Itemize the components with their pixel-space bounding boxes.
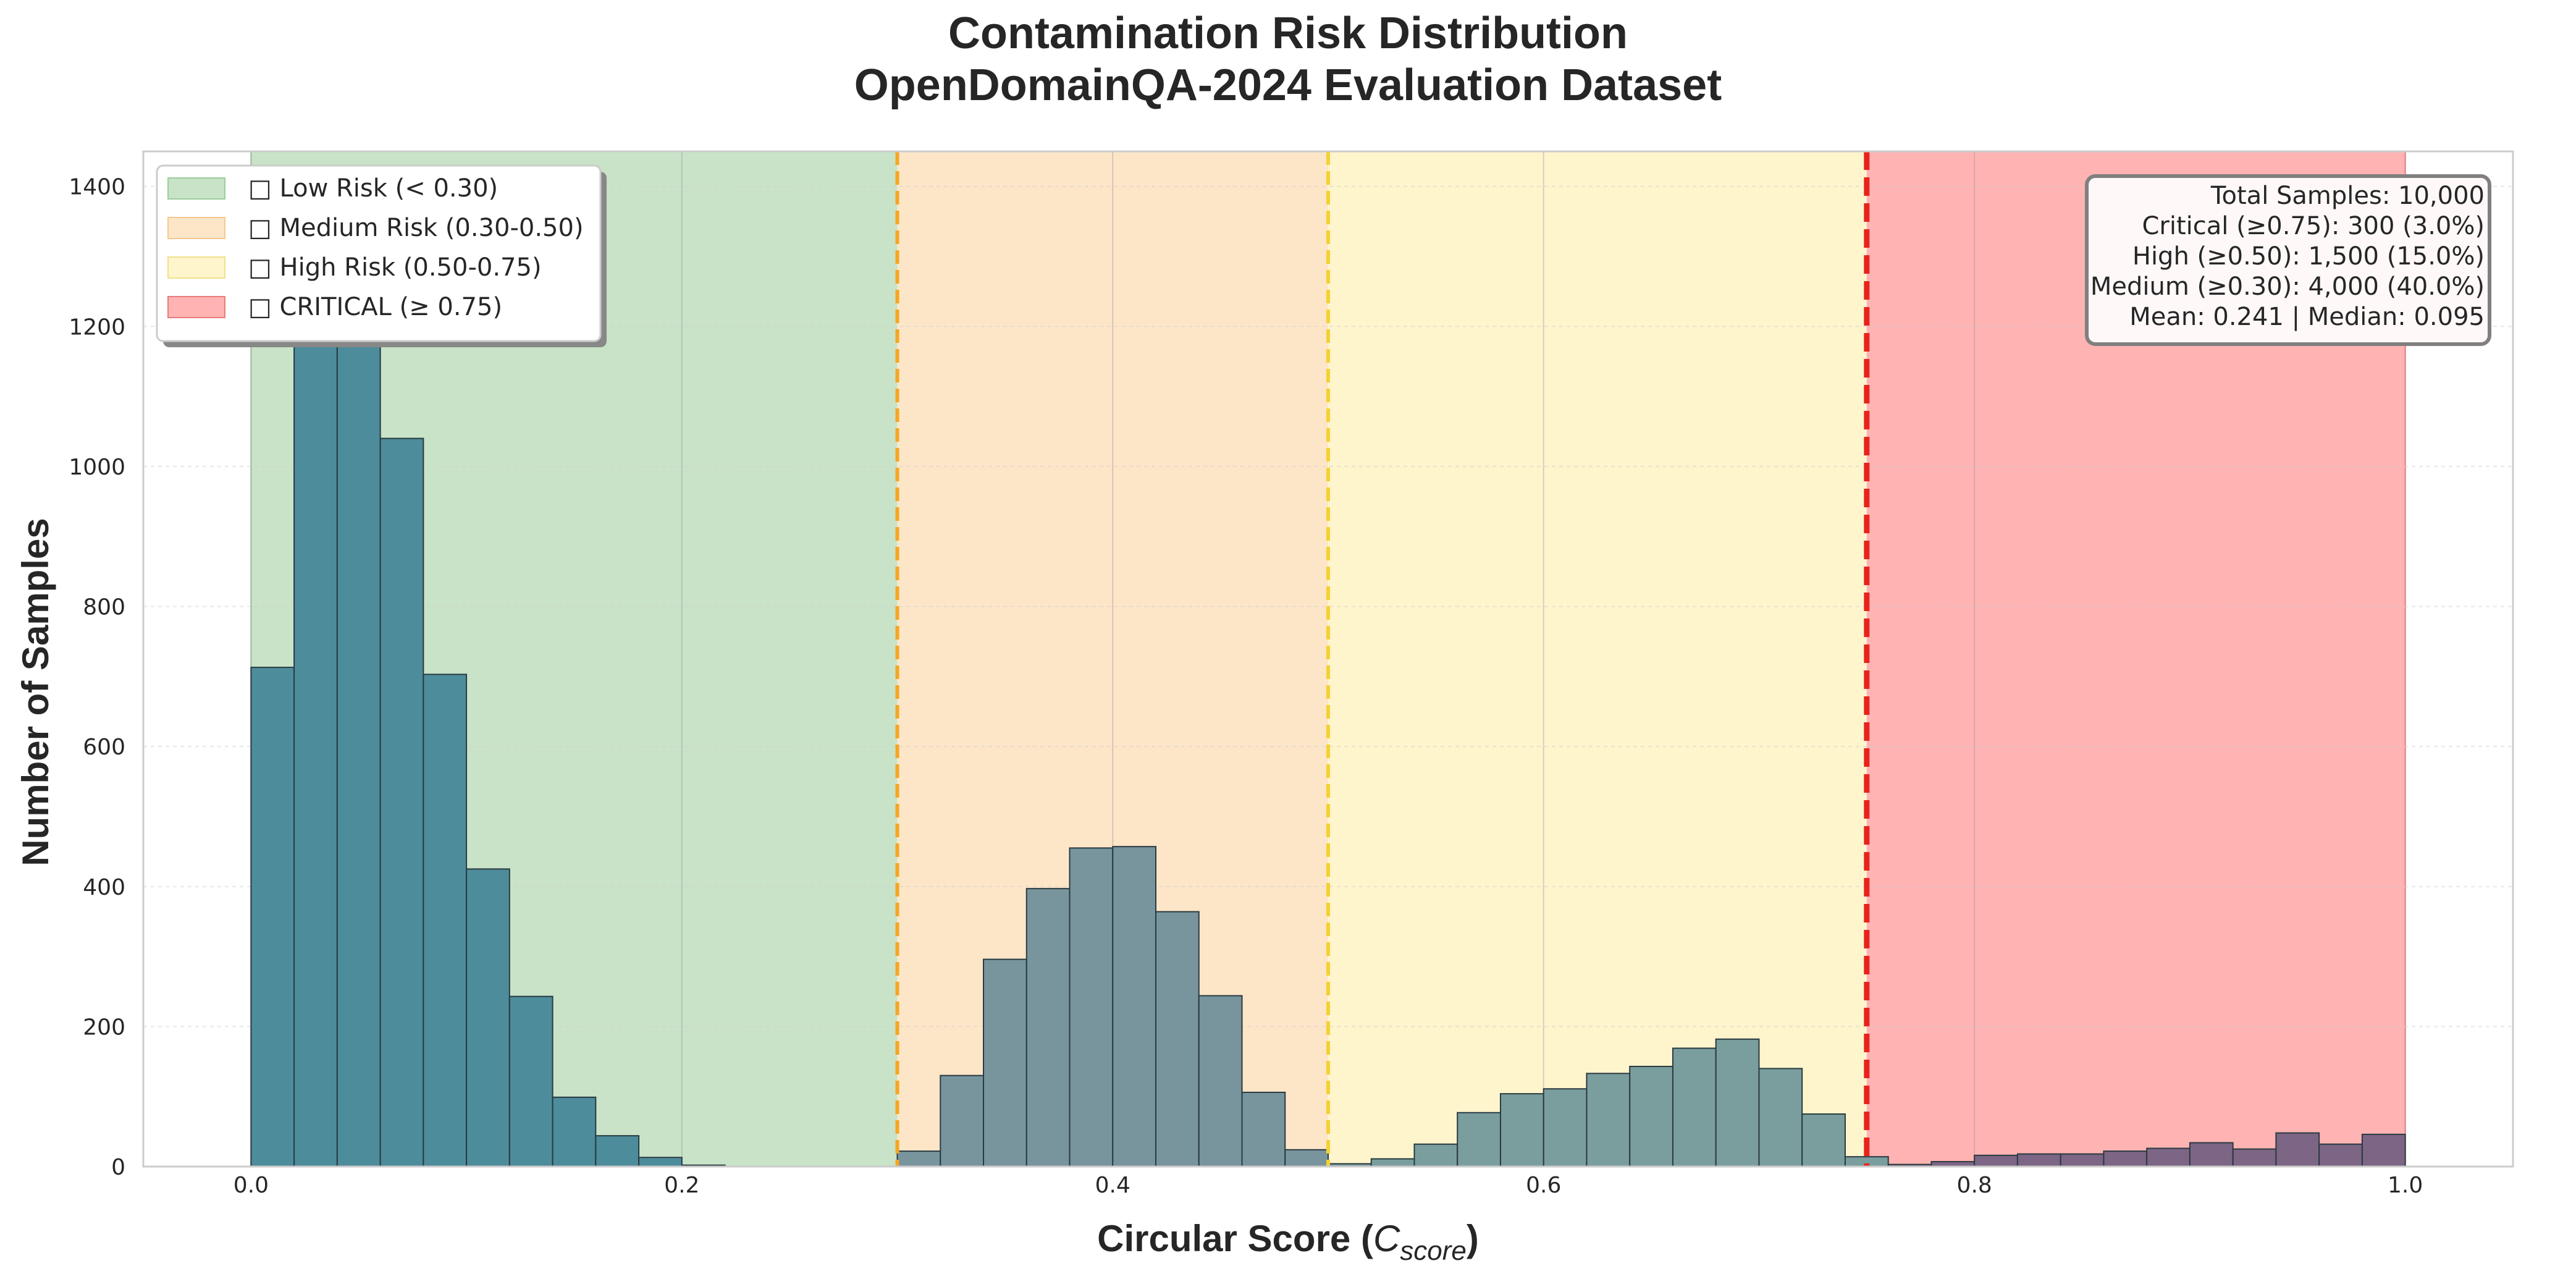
risk-zone-2 xyxy=(1328,151,1867,1167)
y-tick-label: 800 xyxy=(83,595,125,620)
histogram-bar xyxy=(336,290,381,1167)
x-axis-label-end: ) xyxy=(1467,1218,1479,1259)
histogram-bar xyxy=(1586,1073,1631,1167)
histogram-bar xyxy=(1155,911,1200,1167)
stats-line: Mean: 0.241 | Median: 0.095 xyxy=(2129,303,2485,331)
y-tick-label: 600 xyxy=(83,735,125,760)
legend-label: □ CRITICAL (≥ 0.75) xyxy=(248,293,502,321)
y-axis-label: Number of Samples xyxy=(15,518,56,866)
histogram-bar xyxy=(1672,1047,1717,1167)
histogram-bar xyxy=(1974,1154,2018,1168)
legend: □ Low Risk (< 0.30) □ Medium Risk (0.30-0… xyxy=(156,164,607,347)
histogram-bar xyxy=(2103,1150,2148,1168)
histogram-bar xyxy=(940,1074,985,1167)
x-axis-label-text: Circular Score ( xyxy=(1097,1218,1373,1259)
chart-title-line1: Contamination Risk Distribution xyxy=(948,9,1628,58)
x-tick-label: 1.0 xyxy=(2388,1173,2423,1198)
histogram-bar xyxy=(1715,1038,1760,1167)
legend-label: □ High Risk (0.50-0.75) xyxy=(248,253,542,282)
histogram-bar xyxy=(896,1150,941,1168)
stats-line: Medium (≥0.30): 4,000 (40.0%) xyxy=(2090,272,2485,301)
histogram-bar xyxy=(1413,1143,1458,1168)
x-tick-label: 0.2 xyxy=(664,1173,699,1198)
y-tick-label: 1200 xyxy=(69,314,125,340)
y-tick-label: 1000 xyxy=(69,455,125,480)
x-axis-ticks: 0.0 0.2 0.4 0.6 0.8 1.0 xyxy=(234,1173,2423,1198)
histogram-bar xyxy=(1198,995,1243,1167)
histogram-bar xyxy=(2060,1153,2105,1167)
legend-label: □ Medium Risk (0.30-0.50) xyxy=(248,214,584,242)
histogram-bar xyxy=(638,1157,683,1167)
stats-line: Total Samples: 10,000 xyxy=(2210,182,2485,210)
legend-swatch xyxy=(167,177,225,200)
stats-line: High (≥0.50): 1,500 (15.0%) xyxy=(2132,242,2485,271)
stats-box-frame xyxy=(2085,174,2491,346)
histogram-bar xyxy=(293,315,338,1167)
histogram-bar xyxy=(1629,1065,1673,1167)
histogram-bar xyxy=(1284,1149,1329,1168)
histogram-bar xyxy=(2275,1132,2320,1168)
x-axis-label-sub: score xyxy=(1400,1236,1467,1266)
x-tick-label: 0.4 xyxy=(1095,1173,1130,1198)
histogram-bar xyxy=(466,868,510,1167)
plot-area xyxy=(142,150,2514,1168)
y-tick-label: 400 xyxy=(83,875,125,900)
histogram-bar xyxy=(1025,888,1071,1168)
histogram-bar xyxy=(379,437,424,1167)
histogram-bar xyxy=(1112,846,1157,1167)
legend-box xyxy=(156,164,602,342)
threshold-lines xyxy=(895,151,1870,1167)
histogram-bar xyxy=(2232,1148,2277,1167)
x-axis-label-var: C xyxy=(1373,1218,1400,1259)
histogram-bar xyxy=(508,995,554,1168)
histogram-bar xyxy=(1543,1088,1588,1167)
histogram-bar xyxy=(1801,1113,1846,1167)
histogram-bar xyxy=(2146,1147,2191,1167)
histogram-bar xyxy=(2361,1133,2406,1167)
x-tick-label: 0.8 xyxy=(1957,1173,1992,1198)
histogram-bar xyxy=(1758,1068,1803,1167)
x-tick-label: 0.6 xyxy=(1526,1173,1561,1198)
legend-swatch xyxy=(167,256,225,279)
risk-zones xyxy=(250,151,2406,1167)
y-tick-label: 0 xyxy=(111,1155,125,1180)
y-axis-ticks: 0 200 400 600 800 1000 1200 1400 xyxy=(69,175,125,1180)
histogram-bars xyxy=(250,290,2406,1168)
histogram-bar xyxy=(1499,1093,1544,1167)
histogram-bar xyxy=(2318,1143,2363,1168)
histogram-bar xyxy=(1370,1158,1415,1168)
histogram-bar xyxy=(2016,1153,2061,1167)
histogram-bar xyxy=(595,1135,640,1167)
stats-line: Critical (≥0.75): 300 (3.0%) xyxy=(2142,212,2485,240)
x-tick-label: 0.0 xyxy=(234,1173,269,1198)
histogram-bar xyxy=(423,673,468,1167)
y-tick-label: 200 xyxy=(83,1015,125,1040)
legend-swatch xyxy=(167,217,225,239)
plot-frame xyxy=(142,150,2514,1168)
histogram-bar xyxy=(1241,1091,1286,1167)
histogram-bar xyxy=(1457,1112,1501,1167)
x-axis-label: Circular Score (Cscore) xyxy=(1097,1218,1479,1266)
legend-swatch xyxy=(167,296,225,318)
legend-label: □ Low Risk (< 0.30) xyxy=(248,174,498,203)
histogram-bar xyxy=(983,958,1027,1167)
histogram-bar xyxy=(552,1096,597,1167)
y-tick-label: 1400 xyxy=(69,175,125,200)
histogram-bar xyxy=(250,667,295,1168)
histogram-bar xyxy=(1069,847,1114,1168)
histogram-bar xyxy=(2189,1142,2234,1168)
chart-title-line2: OpenDomainQA-2024 Evaluation Dataset xyxy=(854,61,1722,110)
